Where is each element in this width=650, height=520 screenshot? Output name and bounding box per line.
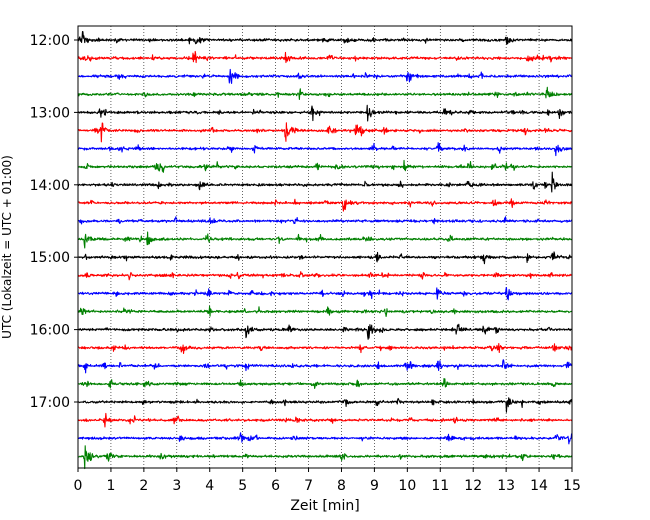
trace-layer <box>77 30 573 470</box>
x-tick-label: 1 <box>106 478 115 494</box>
y-tick-label: 13:00 <box>30 105 70 121</box>
seismo-trace <box>77 68 573 84</box>
y-axis-label: UTC (Lokalzeit = UTC + 01:00) <box>0 155 14 339</box>
seismo-trace <box>77 359 573 374</box>
seismo-trace <box>77 432 573 445</box>
seismo-trace <box>77 30 573 45</box>
seismo-trace <box>77 86 573 101</box>
seismo-trace <box>77 122 573 143</box>
seismo-trace <box>77 142 573 157</box>
seismo-trace <box>77 343 573 355</box>
seismo-trace <box>77 231 573 249</box>
seismo-trace <box>77 198 573 212</box>
x-tick-label: 3 <box>172 478 181 494</box>
x-tick-label: 13 <box>497 478 515 494</box>
x-tick-label: 14 <box>530 478 548 494</box>
x-tick-label: 7 <box>304 478 313 494</box>
y-axis: 12:00 13:00 14:00 15:00 16:00 17:00 <box>30 33 78 411</box>
seismo-trace <box>77 159 573 173</box>
x-axis-label: Zeit [min] <box>290 498 359 514</box>
seismo-trace <box>77 171 573 193</box>
seismo-trace <box>77 412 573 428</box>
x-tick-label: 0 <box>74 478 83 494</box>
seismo-trace <box>77 323 573 340</box>
y-tick-label: 16:00 <box>30 323 70 339</box>
seismo-trace <box>77 445 573 470</box>
seismo-trace <box>77 397 573 413</box>
x-tick-label: 15 <box>563 478 581 494</box>
x-tick-label: 4 <box>205 478 214 494</box>
y-tick-label: 15:00 <box>30 250 70 266</box>
seismo-trace <box>77 251 573 265</box>
seismo-trace <box>77 377 573 389</box>
seismo-trace <box>77 271 573 281</box>
x-tick-label: 9 <box>370 478 379 494</box>
seismo-trace <box>77 104 573 122</box>
x-tick-label: 12 <box>464 478 482 494</box>
x-tick-label: 8 <box>337 478 346 494</box>
seismo-trace <box>77 305 573 318</box>
x-tick-label: 10 <box>398 478 416 494</box>
y-tick-label: 14:00 <box>30 178 70 194</box>
y-tick-label: 17:00 <box>30 395 70 411</box>
y-tick-label: 12:00 <box>30 33 70 49</box>
x-axis: 0 1 2 3 4 5 6 7 8 9 10 11 12 13 14 15 <box>74 468 581 494</box>
seismo-trace <box>77 216 573 225</box>
x-tick-label: 2 <box>139 478 148 494</box>
x-tick-label: 6 <box>271 478 280 494</box>
plot-frame <box>77 25 573 469</box>
x-tick-label: 11 <box>431 478 449 494</box>
x-tick-label: 5 <box>238 478 247 494</box>
seismo-trace <box>77 286 573 301</box>
seismo-trace <box>77 50 573 64</box>
